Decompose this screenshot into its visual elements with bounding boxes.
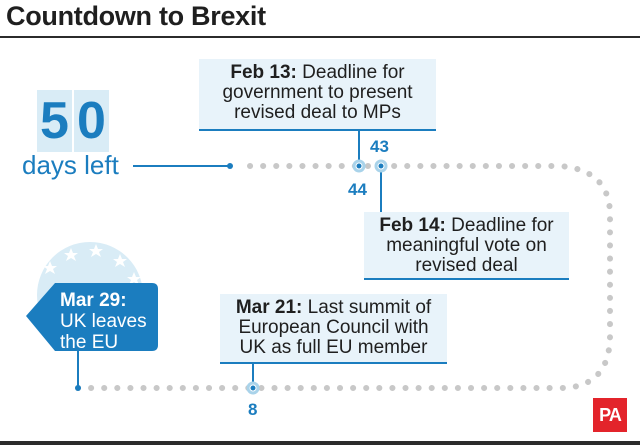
- mar21-line2: European Council with: [238, 317, 429, 338]
- feb14-line1: Deadline for: [445, 215, 554, 236]
- eu-star-icons: [43, 244, 141, 285]
- feb14-line3: revised deal: [415, 255, 518, 276]
- feb13-line3: revised deal to MPs: [234, 102, 401, 123]
- feb14-days-before: 43: [370, 137, 389, 156]
- mar29-line1: UK leaves: [60, 311, 147, 332]
- mar29-marker: [75, 385, 81, 391]
- mar29-label: Mar 29: UK leaves the EU: [60, 290, 147, 353]
- mar21-line1: Last summit of: [302, 297, 432, 318]
- page-title: Countdown to Brexit: [6, 1, 266, 31]
- days-left-marker: [227, 163, 233, 169]
- mar21-date: Mar 21:: [235, 297, 303, 318]
- countdown-digit-tens: 5: [37, 90, 72, 152]
- countdown-digit-units: 0: [74, 90, 109, 152]
- mar21-callout: Mar 21: Last summit of European Council …: [220, 294, 447, 364]
- feb13-date: Feb 13:: [230, 62, 297, 83]
- feb14-callout: Feb 14: Deadline for meaningful vote on …: [364, 212, 569, 280]
- bottom-divider: [0, 441, 640, 445]
- days-left-label: days left: [22, 150, 119, 180]
- feb13-days-before: 44: [348, 180, 367, 199]
- mar29-arrow-shape: [26, 283, 158, 351]
- pa-logo: PA: [593, 398, 627, 432]
- feb14-date: Feb 14:: [379, 215, 446, 236]
- mar21-days-before: 8: [248, 400, 258, 419]
- mar21-line3: UK as full EU member: [239, 337, 428, 358]
- title-divider: [0, 36, 640, 38]
- feb14-line2: meaningful vote on: [386, 235, 547, 256]
- feb13-line2: government to present: [222, 82, 413, 103]
- feb13-line1: Deadline for: [296, 62, 405, 83]
- mar29-line2: the EU: [60, 332, 119, 353]
- feb13-callout: Feb 13: Deadline for government to prese…: [199, 59, 436, 131]
- mar29-date: Mar 29:: [60, 290, 127, 311]
